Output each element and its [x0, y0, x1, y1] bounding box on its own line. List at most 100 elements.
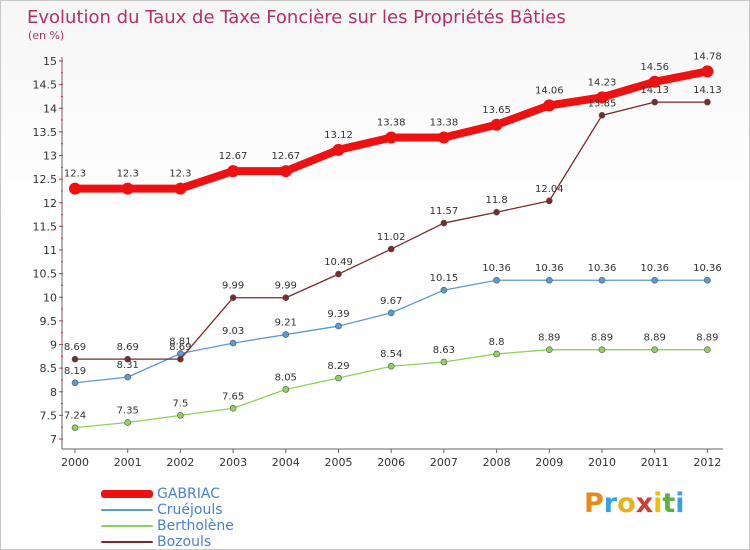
proxiti-logo: Proxiti [584, 488, 685, 519]
data-label: 9.03 [222, 326, 244, 337]
data-label: 8.81 [169, 336, 191, 347]
data-point [124, 419, 131, 426]
data-point [282, 386, 290, 393]
data-label: 7.65 [222, 391, 244, 402]
y-tick-label: 7 [50, 433, 57, 446]
data-point [648, 75, 661, 88]
data-point [704, 98, 711, 106]
data-label: 8.19 [64, 366, 86, 377]
x-tick-label: 2005 [325, 456, 353, 469]
logo-letter: P [584, 488, 604, 519]
data-label: 13.65 [482, 105, 511, 116]
data-label: 11.8 [485, 195, 507, 206]
data-point [124, 373, 131, 381]
logo-letter: i [653, 488, 663, 519]
data-label: 10.36 [588, 263, 617, 274]
data-point [493, 208, 500, 216]
data-point [229, 404, 237, 412]
series-labels: 8.19 8.31 8.81 9.03 9.21 9.39 9.67 10.15 10.36 10… [64, 51, 722, 421]
data-label: 8.05 [275, 372, 297, 383]
data-label: 8.69 [117, 342, 139, 353]
data-label: 12.67 [219, 151, 248, 162]
data-label: 10.36 [535, 263, 564, 274]
data-point [385, 131, 398, 144]
y-tick-label: 11.5 [33, 220, 58, 233]
x-tick-label: 2010 [588, 456, 616, 469]
data-point [598, 112, 606, 119]
legend: GABRIAC Cruéjouls Bertholène Bozouls [101, 486, 234, 549]
data-point [335, 374, 342, 382]
data-point [69, 182, 81, 195]
data-point [227, 165, 240, 178]
data-label: 9.99 [275, 281, 297, 292]
y-tick-label: 12.5 [33, 173, 58, 186]
series-points [69, 65, 714, 431]
data-point [279, 165, 292, 178]
x-tick-label: 2004 [272, 456, 300, 469]
legend-swatch [101, 541, 153, 543]
logo-letter: o [617, 488, 636, 519]
data-point [545, 276, 553, 284]
data-label: 13.38 [430, 118, 459, 129]
data-point [440, 286, 448, 294]
legend-swatch [101, 509, 153, 511]
data-point [387, 245, 395, 253]
data-point [704, 276, 711, 284]
data-label: 7.35 [117, 405, 139, 416]
data-label: 8.69 [64, 342, 86, 353]
data-label: 10.36 [640, 263, 669, 274]
data-point [387, 309, 395, 317]
data-label: 12.3 [169, 169, 191, 180]
legend-item: Bertholène [101, 518, 234, 534]
data-label: 10.49 [324, 257, 353, 268]
data-point [124, 355, 131, 363]
data-label: 8.89 [696, 333, 718, 344]
x-tick-label: 2008 [483, 456, 511, 469]
legend-swatch [101, 490, 153, 498]
unit-label: (en %) [28, 29, 65, 42]
data-point [335, 270, 342, 278]
data-label: 9.99 [222, 281, 244, 292]
x-tick-label: 2007 [430, 456, 458, 469]
data-point [545, 197, 553, 205]
data-label: 13.85 [588, 98, 617, 109]
data-point [229, 294, 237, 302]
y-tick-label: 9 [50, 339, 57, 352]
data-label: 11.57 [430, 206, 459, 217]
x-tick-label: 2001 [114, 456, 142, 469]
data-label: 14.13 [693, 85, 722, 96]
x-tick-label: 2003 [219, 456, 247, 469]
data-point [71, 355, 79, 363]
legend-item: GABRIAC [101, 486, 234, 502]
series-line [74, 349, 709, 429]
data-point [651, 346, 659, 353]
y-tick-label: 10.5 [33, 268, 58, 281]
data-label: 12.67 [271, 151, 300, 162]
data-label: 13.12 [324, 130, 353, 141]
data-point [229, 339, 237, 347]
legend-swatch [101, 525, 153, 527]
data-label: 9.39 [327, 309, 349, 320]
y-tick-label: 15 [43, 55, 57, 68]
y-tick-label: 14.5 [33, 79, 58, 92]
x-tick-label: 2012 [693, 456, 721, 469]
data-label: 14.13 [640, 85, 669, 96]
data-label: 8.31 [117, 360, 139, 371]
data-point [177, 355, 184, 363]
data-label: 8.63 [433, 345, 455, 356]
chart-title: Evolution du Taux de Taxe Foncière sur l… [27, 7, 566, 28]
legend-label: GABRIAC [157, 486, 220, 502]
data-point [282, 331, 290, 338]
data-label: 14.06 [535, 85, 564, 96]
data-point [437, 131, 450, 144]
data-point [440, 219, 448, 227]
y-tick-label: 13 [43, 150, 57, 163]
x-tick-label: 2006 [377, 456, 405, 469]
data-point [121, 182, 134, 195]
y-tick-label: 11 [43, 244, 57, 257]
data-label: 7.5 [172, 398, 188, 409]
y-tick-label: 9.5 [40, 315, 58, 328]
y-tick-label: 13.5 [33, 126, 58, 139]
data-point [704, 346, 711, 353]
